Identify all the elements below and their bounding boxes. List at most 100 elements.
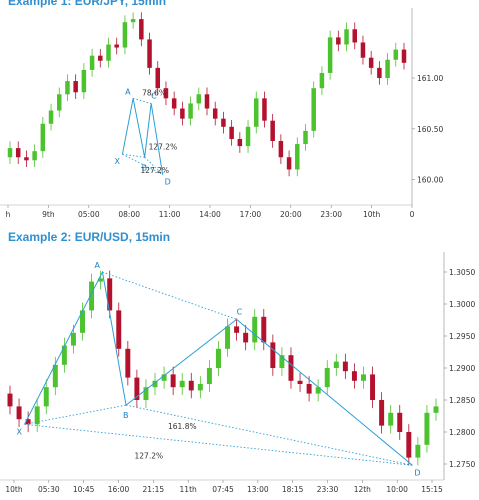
c2-x-tick-label: 10:00 (386, 485, 408, 494)
c1-candle-body (245, 126, 251, 147)
c2-x-tick-label: 23:30 (317, 485, 339, 494)
chart-1-eurjpy: 160.00 160.50 161.00 h 9th 05:00 08:00 11:00 14:… (0, 8, 443, 219)
c1-candle-body (106, 44, 111, 61)
c1-candle-body (56, 94, 62, 111)
c1-candle-body (295, 144, 300, 170)
c2-candle-body (134, 377, 140, 400)
c2-x-tick-label: 07:45 (212, 485, 234, 494)
c1-candle-body (352, 29, 358, 43)
c1-candle-body (155, 67, 161, 89)
c1-candle-body (286, 157, 292, 170)
c1-candle-body (204, 94, 210, 109)
c2-candle-body (188, 380, 194, 391)
c2-candle-body (288, 355, 294, 381)
c1-candle-body (401, 49, 407, 63)
c2-candle-body (215, 348, 221, 368)
c2-candle-body (70, 332, 76, 346)
c1-x-tick-label: 9th (42, 210, 55, 219)
c1-candle-body (163, 88, 169, 99)
c2-point-c: C (237, 307, 243, 316)
c1-x-tick-label: 05:00 (78, 210, 100, 219)
c1-pattern-ac (133, 97, 152, 104)
c1-candle-body (40, 123, 46, 152)
c2-point-d: D (414, 468, 420, 477)
c1-x-tick-label: 08:00 (118, 210, 140, 219)
c2-candle-body (225, 326, 231, 349)
c2-x-tick-label: 13:00 (247, 485, 269, 494)
c2-candle-body (7, 393, 13, 407)
c2-y-tick-label: 1.2800 (449, 428, 475, 437)
c2-candle-body (152, 380, 158, 388)
chart-1-title: Example 1: EUR/JPY, 15min (8, 0, 167, 8)
c1-candle-body (171, 98, 177, 109)
c1-candle-body (130, 19, 136, 23)
c1-candle-body (32, 151, 37, 161)
c2-candle-body (125, 348, 131, 378)
c2-x-tick-label: 16:00 (108, 485, 130, 494)
c1-x-tick-label: 20:00 (280, 210, 302, 219)
c1-candle-body (24, 157, 29, 161)
c1-x-tick-label: 0 (410, 210, 415, 219)
c1-candle-body (377, 67, 382, 79)
c1-x-tick-label: 17:00 (240, 210, 262, 219)
c2-candle-body (279, 355, 285, 368)
c1-candle-body (393, 49, 399, 60)
c2-candle-body (297, 380, 303, 384)
c2-candle-body (161, 374, 167, 381)
c2-x-tick-label: 11th (180, 485, 197, 494)
c1-point-b: B (142, 163, 148, 172)
c2-x-tick-label: 12th (354, 485, 371, 494)
c1-candle-body (344, 29, 349, 45)
c1-candle-body (270, 120, 275, 142)
c2-y-tick-label: 1.2950 (449, 332, 475, 341)
c1-candle-body (221, 118, 226, 127)
c1-candle-body (98, 55, 103, 61)
c1-pattern-bd (144, 156, 163, 175)
c2-candle-body (306, 384, 312, 394)
c2-candle-body (370, 374, 376, 400)
c1-candle-body (278, 141, 284, 158)
c2-candle-body (43, 387, 49, 407)
c2-candle-body (361, 374, 366, 381)
c1-x-tick-label: 23:00 (320, 210, 342, 219)
c1-candle-body (319, 72, 325, 89)
c2-candle-body (107, 278, 113, 311)
c2-candle-body (342, 361, 348, 372)
c1-candle-body (327, 37, 333, 73)
c1-pattern-xd (122, 153, 163, 175)
c2-x-tick-label: 10:45 (73, 485, 95, 494)
c1-candle-body (73, 81, 78, 93)
c1-ratio-xd: 127.2% (140, 166, 169, 175)
c1-candle-body (114, 44, 119, 48)
c1-point-d: D (165, 178, 171, 187)
c2-candle-body (179, 380, 185, 388)
c2-candle-body (98, 278, 104, 282)
c2-candle-body (252, 316, 258, 343)
c2-ratio-bd: 161.8% (168, 422, 197, 431)
c2-x-tick-label: 18:15 (282, 485, 304, 494)
c2-pattern-xd (24, 423, 413, 466)
c2-candle-body (80, 310, 85, 333)
c2-candle-body (143, 387, 149, 400)
c2-candle-body (388, 412, 394, 426)
c1-candle-body (368, 57, 374, 68)
c1-candle-body (147, 39, 152, 68)
c1-y-tick-label: 161.00 (417, 74, 443, 83)
c2-candle-body (61, 345, 67, 365)
c1-candle-body (336, 37, 341, 45)
c2-candle-body (397, 412, 403, 432)
c1-candle-body (303, 130, 308, 145)
chart-2-title: Example 2: EUR/USD, 15min (8, 230, 171, 244)
c1-candle-body (237, 138, 243, 147)
c1-candle-body (7, 148, 13, 158)
c2-candle-body (197, 384, 203, 391)
c2-x-tick-label: 10th (5, 485, 22, 494)
c2-candle-body (333, 361, 339, 368)
c1-candle-body (253, 98, 259, 127)
c1-y-tick-label: 160.50 (417, 125, 443, 134)
c2-point-x: X (17, 427, 23, 436)
c1-candle-body (385, 59, 390, 79)
c2-candle-body (324, 368, 330, 388)
c1-candle-body (65, 81, 70, 95)
c2-x-tick-label: 21:15 (143, 485, 165, 494)
